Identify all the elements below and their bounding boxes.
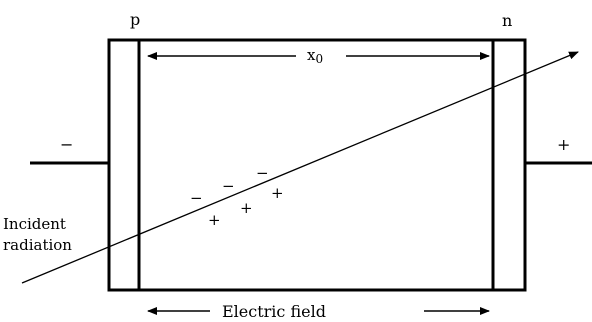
electric-field-label: Electric field [222, 302, 326, 321]
electron: − [190, 189, 203, 207]
electron: − [256, 164, 269, 182]
p-layer [107, 38, 141, 292]
incident-ray [21, 51, 579, 284]
device-body [107, 38, 527, 292]
incident-label-line1: Incident [3, 215, 66, 233]
left-terminal-sign: − [60, 135, 73, 154]
width-label: x0 [307, 46, 323, 66]
n-layer [491, 38, 527, 292]
n-region-label: n [502, 11, 512, 30]
p-region-label: p [130, 10, 140, 29]
electron: − [222, 177, 235, 195]
hole: + [271, 184, 284, 202]
incident-label-line2: radiation [3, 236, 72, 254]
right-terminal-sign: + [557, 135, 570, 154]
hole: + [240, 199, 253, 217]
hole: + [208, 211, 221, 229]
